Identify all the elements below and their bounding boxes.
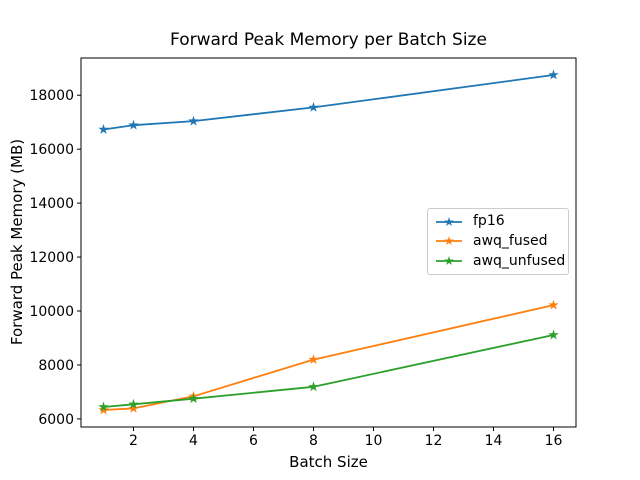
legend-item-fp16: fp16 [434,214,562,229]
series-marker-fp16 [548,69,559,80]
series-marker-awq_fused [128,402,139,413]
series-marker-awq_fused [308,354,319,364]
legend-item-awq-unfused: awq_unfused [434,252,566,269]
series-marker-awq_unfused [308,381,319,392]
legend-label-fp16: fp16 [473,213,505,230]
series-marker-fp16 [188,115,199,126]
series-line-fp16 [102,74,555,131]
y-tick-label: 10000 [29,304,74,320]
line-star-icon [436,236,462,246]
line-star-icon [436,256,462,266]
axes-spines [80,57,577,428]
chart-title: Forward Peak Memory per Batch Size [170,30,487,50]
series-marker-awq_unfused [188,393,199,404]
series-marker-awq_fused [548,299,559,310]
x-axis-label: Batch Size [289,453,368,471]
x-tick-label: 12 [425,433,443,449]
series-marker-awq_unfused [548,329,559,340]
y-tick-label: 6000 [38,412,74,428]
x-tick-label: 16 [545,433,563,449]
series-marker-fp16 [308,101,319,112]
x-tick-label: 8 [309,433,318,449]
x-tick-label: 2 [129,433,138,449]
series-marker-awq_unfused [128,398,139,409]
series-marker-awq_unfused [98,401,109,412]
x-tick-label: 10 [365,433,383,449]
series-line-awq_unfused [102,334,555,408]
legend-label-awq-unfused: awq_unfused [473,252,566,269]
y-tick-label: 12000 [29,250,74,266]
y-tick-label: 16000 [29,142,74,158]
legend: fp16 awq_fused awq_unfused [427,208,569,275]
legend-item-awq-fused: awq_fused [434,232,562,249]
line-star-icon [436,216,462,226]
series-marker-awq_fused [98,404,109,415]
x-tick-label: 6 [249,433,258,449]
y-tick-label: 18000 [29,88,74,104]
legend-label-awq-fused: awq_fused [473,232,548,249]
series-marker-fp16 [128,119,139,130]
x-tick-label: 14 [485,433,503,449]
x-tick-label: 4 [189,433,198,449]
series-marker-fp16 [98,124,109,134]
series-line-awq_fused [102,304,555,411]
y-tick-label: 14000 [29,196,74,212]
y-tick-label: 8000 [38,358,74,374]
